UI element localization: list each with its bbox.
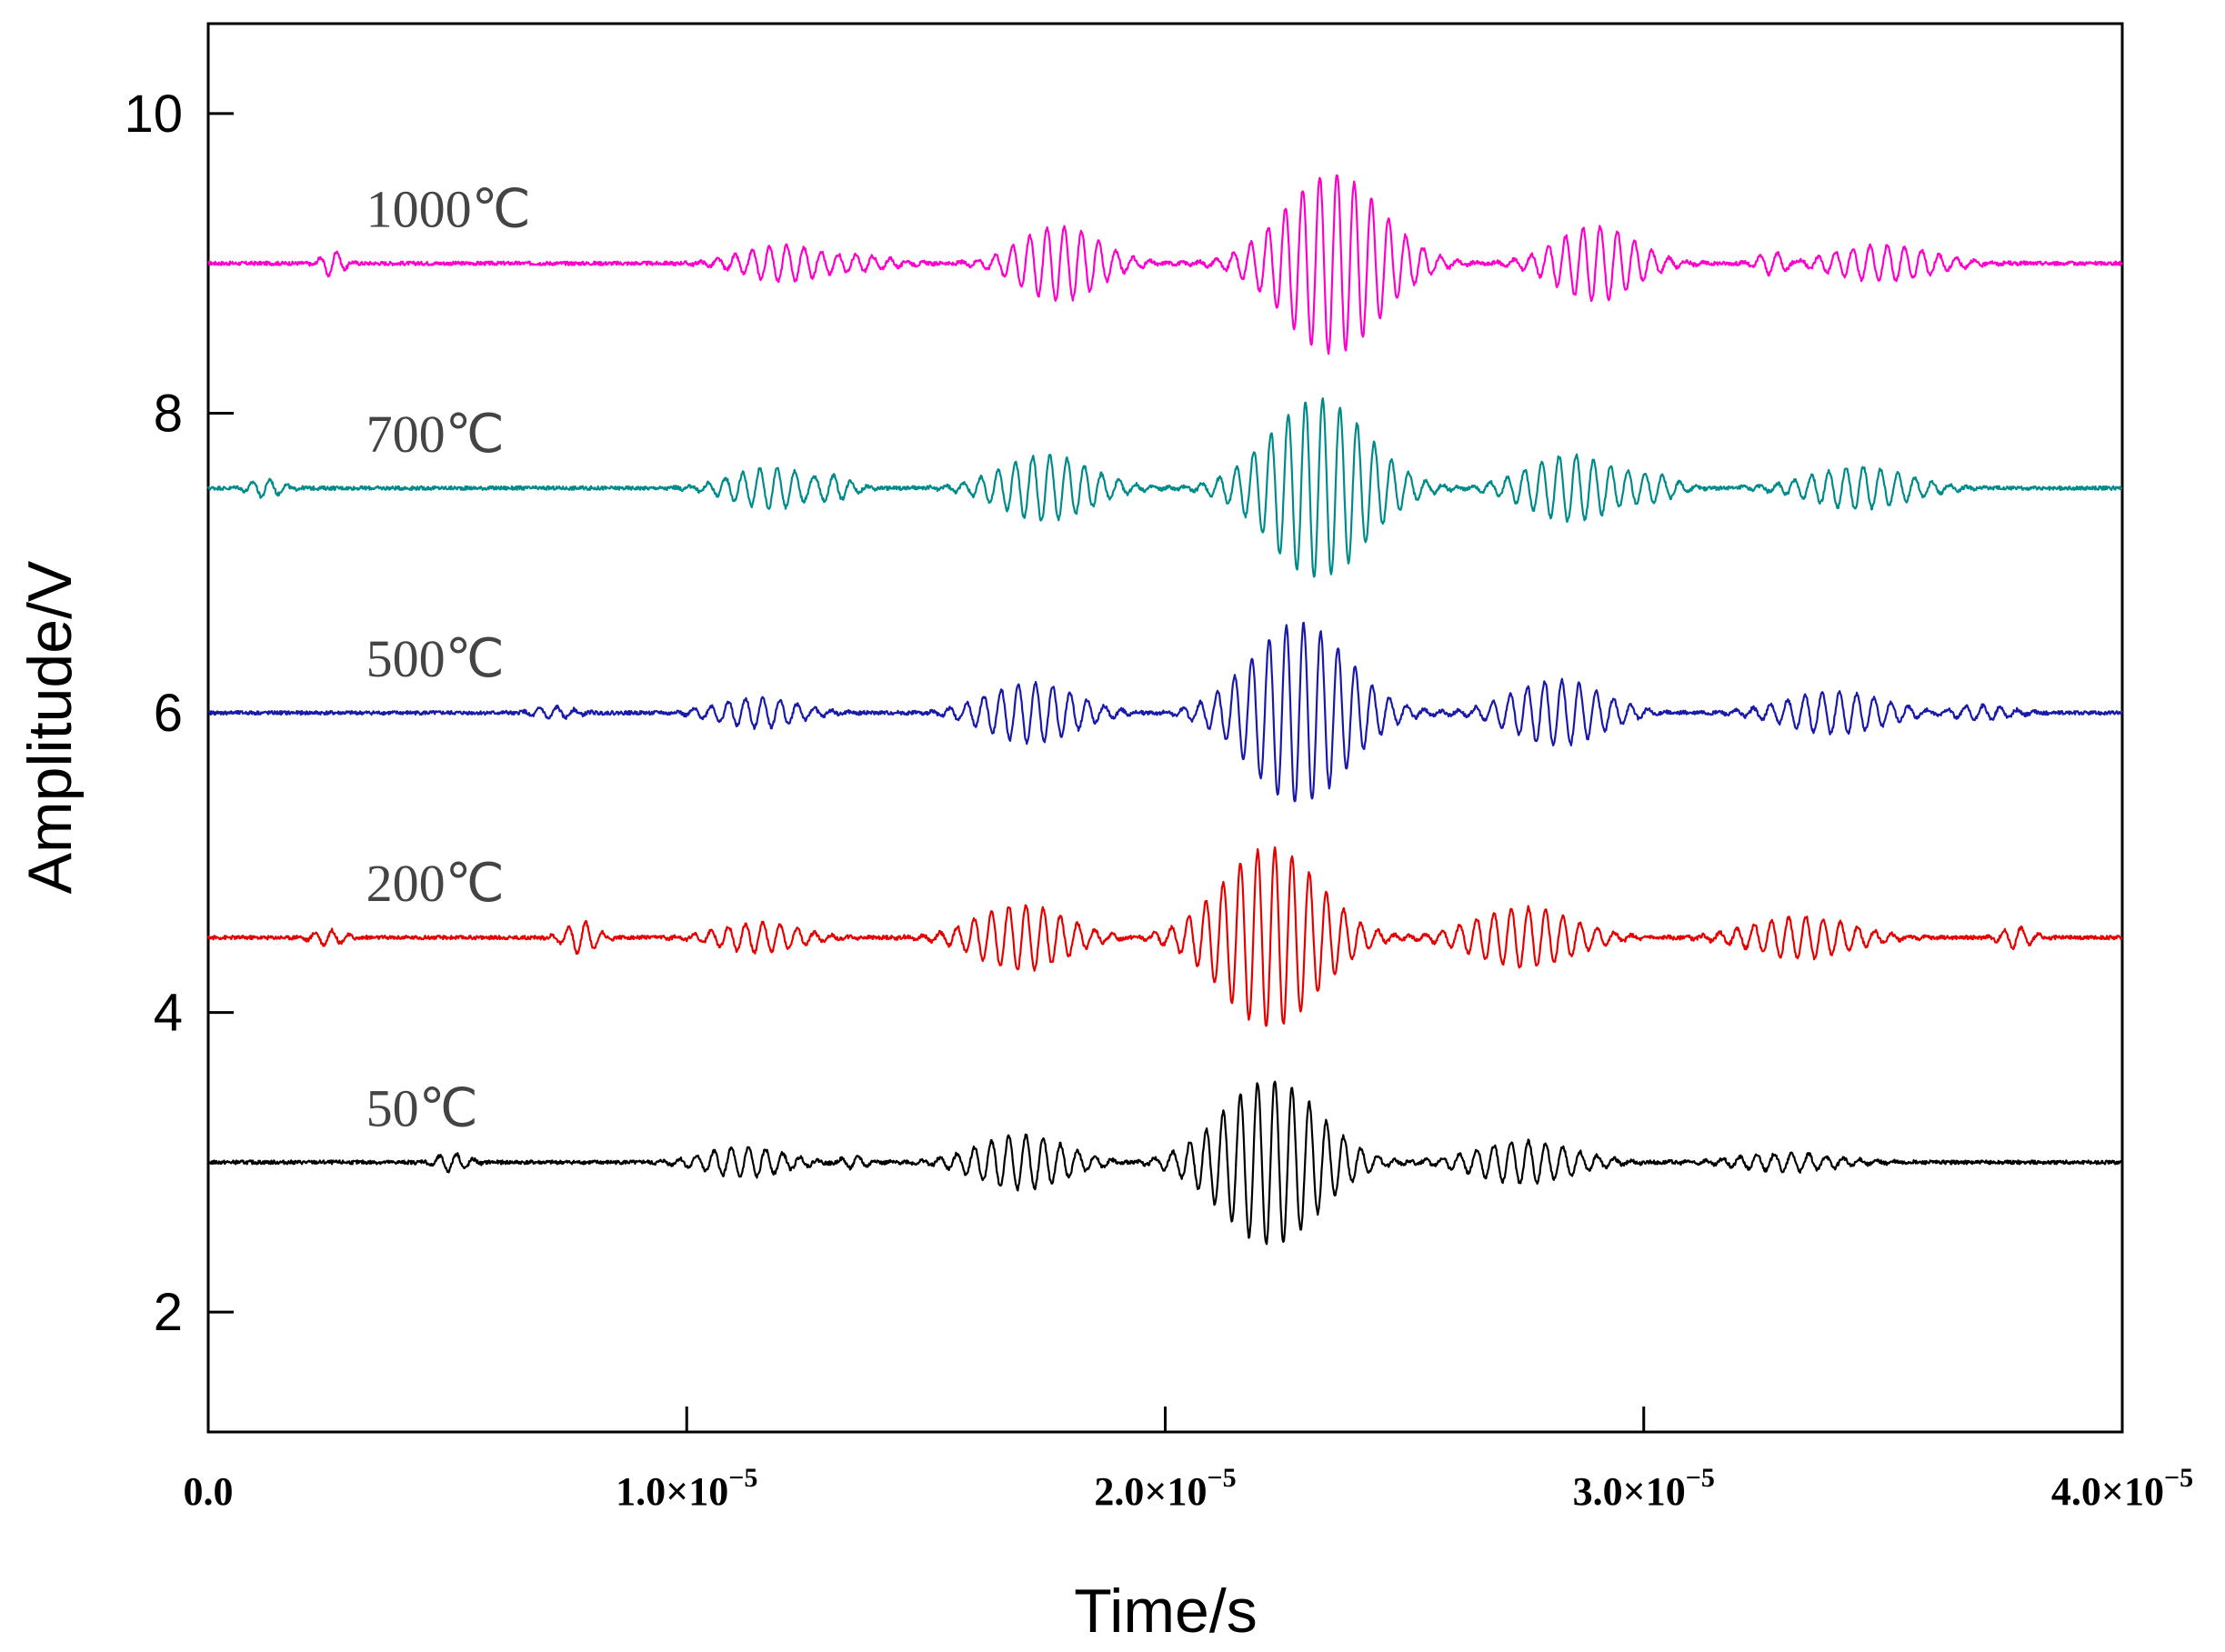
waveform-traces [206, 174, 2124, 1246]
x-tick-label: 4.0×10−5 [2051, 1463, 2193, 1514]
x-tick-mantissa: 1.0×10 [616, 1469, 728, 1514]
x-axis-ticks: 0.0 1.0×10−5 2.0×10−5 3.0×10−5 4.0×10−5 [184, 1407, 2193, 1514]
series-label: 200℃ [366, 854, 505, 913]
y-tick-label: 2 [154, 1283, 183, 1342]
x-tick-exponent: −5 [1686, 1463, 1715, 1493]
waveform-series [206, 846, 2123, 1027]
x-tick-mantissa: 2.0×10 [1094, 1469, 1207, 1514]
series-label: 50℃ [366, 1078, 478, 1137]
series-labels: 1000℃ 700℃ 500℃ 200℃ 50℃ [366, 180, 531, 1138]
waveform-series [207, 621, 2124, 803]
x-tick-mantissa: 3.0×10 [1573, 1469, 1686, 1514]
waveform-series [207, 174, 2123, 355]
y-axis-ticks: 2 4 6 8 10 [124, 85, 234, 1342]
x-tick-label: 2.0×10−5 [1094, 1463, 1236, 1514]
y-tick-label: 6 [154, 684, 183, 743]
y-tick-label: 8 [154, 384, 183, 443]
series-label: 500℃ [366, 629, 505, 688]
y-tick-label: 10 [124, 85, 183, 144]
x-tick-mantissa: 4.0×10 [2051, 1469, 2164, 1514]
waveform-series [206, 1080, 2123, 1246]
x-tick-label: 1.0×10−5 [616, 1463, 757, 1514]
x-tick-label: 0.0 [184, 1469, 234, 1514]
x-axis-title: Time/s [1074, 1577, 1257, 1646]
series-label: 1000℃ [366, 180, 531, 239]
x-tick-exponent: −5 [2164, 1463, 2193, 1493]
x-tick-label: 3.0×10−5 [1573, 1463, 1715, 1514]
x-tick-exponent: −5 [1207, 1463, 1236, 1493]
waveform-series [206, 397, 2123, 578]
y-axis-title: Amplitude/V [15, 560, 85, 894]
y-tick-label: 4 [154, 984, 183, 1043]
x-tick-exponent: −5 [728, 1463, 757, 1493]
series-label: 700℃ [366, 405, 505, 464]
x-tick-mantissa: 0.0 [184, 1469, 234, 1514]
